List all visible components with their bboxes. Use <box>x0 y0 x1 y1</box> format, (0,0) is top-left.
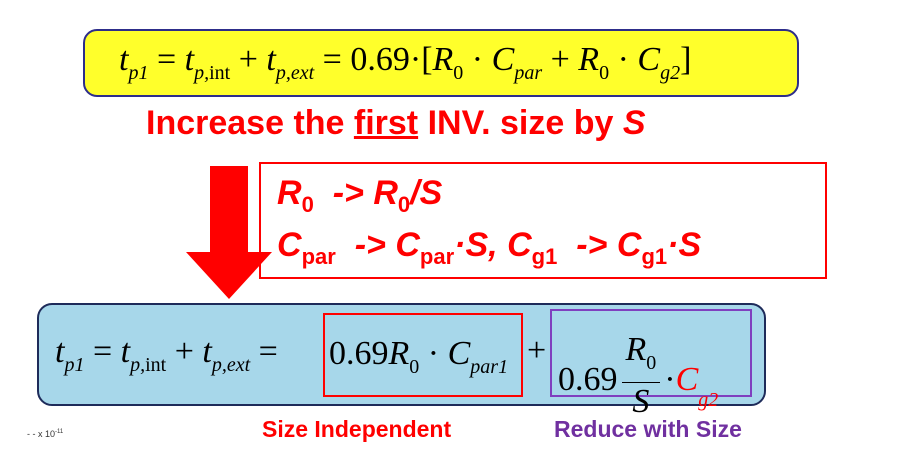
top-formula-box: tp1 = tp,int + tp,ext = 0.69·[R0 · Cpar … <box>83 29 799 97</box>
bottom-formula-box: tp1 = tp,int + tp,ext = 0.69R0 · Cpar1 +… <box>37 303 766 420</box>
down-arrow-icon <box>186 166 272 299</box>
rule-r0: R0 -> R0/S <box>277 174 443 217</box>
headline: Increase the first INV. size by S <box>146 104 646 142</box>
top-equation: tp1 = tp,int + tp,ext = 0.69·[R0 · Cpar … <box>119 41 692 84</box>
plus-sign: + <box>527 332 547 369</box>
size-reducing-term: 0.69 R0 S ·Cg2 <box>558 331 719 420</box>
size-independent-label: Size Independent <box>262 416 452 442</box>
size-independent-term-box: 0.69R0 · Cpar1 <box>323 313 523 397</box>
axis-scale-label: - - x 10-11 <box>27 429 64 439</box>
substitution-rules-box: R0 -> R0/S Cpar -> Cpar·S, Cg1 -> Cg1·S <box>259 162 827 279</box>
size-reducing-term-box: 0.69 R0 S ·Cg2 <box>550 309 752 420</box>
size-independent-term: 0.69R0 · Cpar1 <box>329 335 509 378</box>
reduce-with-size-label: Reduce with Size <box>554 416 742 442</box>
rule-capacitances: Cpar -> Cpar·S, Cg1 -> Cg1·S <box>277 226 702 269</box>
fraction-r0-over-s: R0 S <box>621 331 661 421</box>
bottom-equation-lhs: tp1 = tp,int + tp,ext = <box>55 333 278 376</box>
